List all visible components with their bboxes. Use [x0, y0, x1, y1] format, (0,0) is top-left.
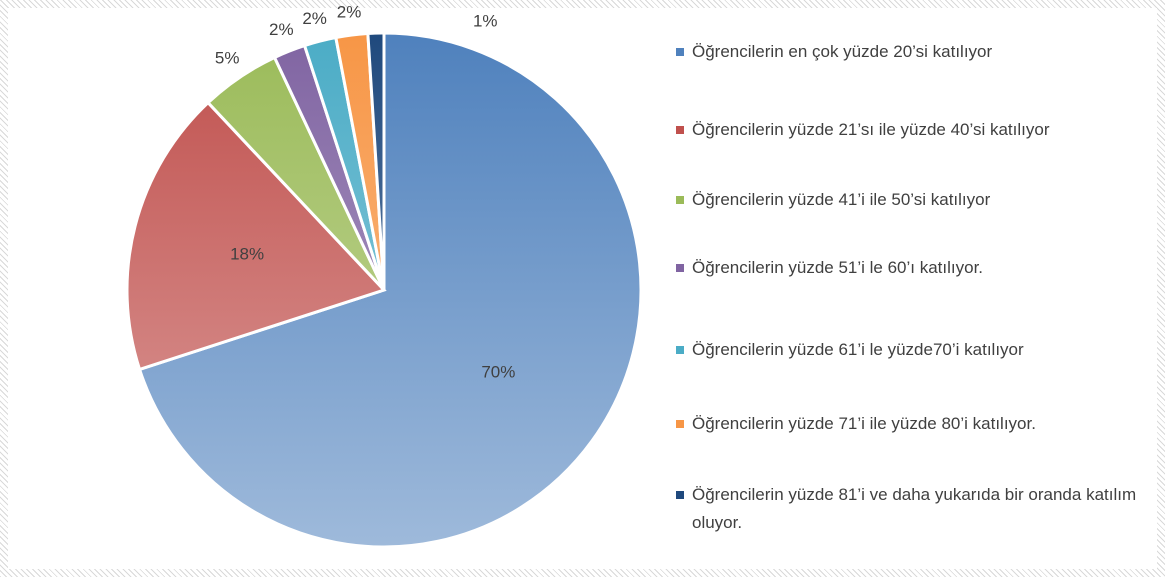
pie-slice	[137, 31, 643, 549]
data-label: 2%	[337, 3, 362, 22]
legend-item: Öğrencilerin yüzde 51’i le 60’ı katılıyo…	[676, 254, 1146, 282]
pie-slice	[366, 31, 386, 291]
data-label: 2%	[269, 20, 294, 39]
legend-swatch	[676, 264, 684, 272]
legend-swatch	[676, 420, 684, 428]
legend-item: Öğrencilerin yüzde 81’i ve daha yukarıda…	[676, 481, 1146, 537]
data-label: 1%	[473, 11, 498, 30]
legend-item: Öğrencilerin yüzde 71’i ile yüzde 80’i k…	[676, 410, 1146, 438]
legend-swatch	[676, 126, 684, 134]
legend-item: Öğrencilerin en çok yüzde 20’si katılıyo…	[676, 38, 1146, 66]
legend-label: Öğrencilerin yüzde 61’i le yüzde70’i kat…	[692, 340, 1024, 359]
legend-label: Öğrencilerin yüzde 71’i ile yüzde 80’i k…	[692, 414, 1036, 433]
legend-swatch	[676, 491, 684, 499]
legend-item: Öğrencilerin yüzde 61’i le yüzde70’i kat…	[676, 336, 1146, 364]
data-label: 18%	[230, 244, 264, 263]
legend-swatch	[676, 196, 684, 204]
legend-item: Öğrencilerin yüzde 21’sı ile yüzde 40’si…	[676, 116, 1146, 144]
data-label: 2%	[302, 9, 327, 28]
legend-swatch	[676, 346, 684, 354]
legend-label: Öğrencilerin yüzde 51’i le 60’ı katılıyo…	[692, 258, 984, 277]
legend-item: Öğrencilerin yüzde 41’i ile 50’si katılı…	[676, 186, 1146, 214]
data-label: 70%	[481, 363, 515, 382]
legend-label: Öğrencilerin yüzde 81’i ve daha yukarıda…	[692, 485, 1137, 532]
legend-swatch	[676, 48, 684, 56]
pie-slice	[125, 100, 387, 372]
legend-label: Öğrencilerin en çok yüzde 20’si katılıyo…	[692, 42, 993, 61]
legend-label: Öğrencilerin yüzde 41’i ile 50’si katılı…	[692, 190, 991, 209]
legend-label: Öğrencilerin yüzde 21’sı ile yüzde 40’si…	[692, 120, 1050, 139]
data-label: 5%	[215, 49, 240, 68]
